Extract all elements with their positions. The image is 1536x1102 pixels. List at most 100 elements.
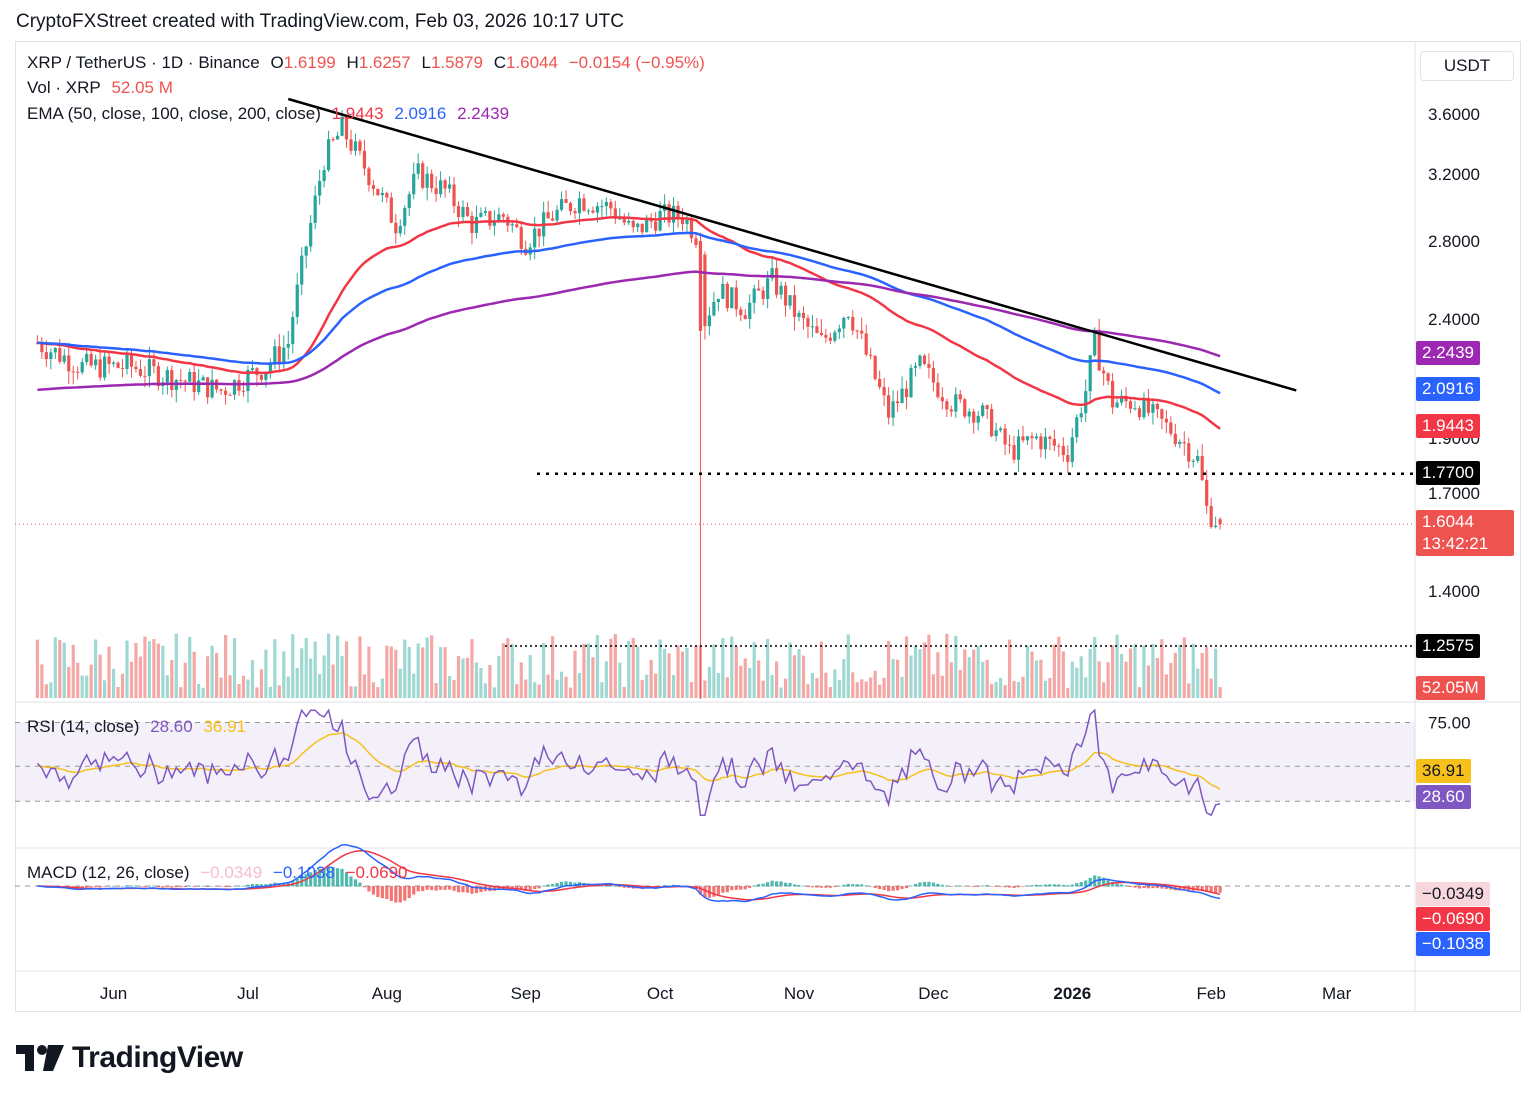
volume-bar: [770, 674, 774, 698]
macd-histogram-bar: [824, 886, 828, 888]
volume-bar: [1218, 687, 1222, 698]
candle-body: [156, 366, 160, 387]
volume-bar: [85, 675, 89, 698]
candle-body: [891, 401, 895, 418]
price-tick-label: 1.4000: [1428, 582, 1480, 601]
macd-histogram-bar: [385, 886, 389, 900]
volume-bar: [488, 664, 492, 698]
macd-histogram-bar: [842, 884, 846, 887]
candle-body: [237, 380, 241, 391]
volume-bar: [349, 686, 353, 698]
volume-bar: [250, 659, 255, 698]
macd-histogram-bar: [703, 886, 707, 898]
candle-body: [851, 316, 855, 331]
macd-histogram-bar: [1218, 886, 1222, 893]
candle-body: [990, 409, 994, 437]
volume-bar: [152, 639, 156, 698]
macd-histogram-bar: [232, 885, 237, 887]
volume-bar: [1178, 645, 1182, 698]
volume-bar: [967, 657, 971, 698]
volume-bar: [340, 656, 344, 698]
volume-bar: [586, 643, 591, 698]
volume-bar: [264, 649, 268, 698]
volume-tag: 52.05M: [1416, 676, 1485, 700]
candle-body: [940, 397, 944, 402]
volume-bar: [170, 659, 174, 698]
candle-body: [277, 346, 281, 363]
volume-bar: [313, 641, 317, 698]
macd-histogram-bar: [165, 886, 169, 887]
macd-histogram-bar: [752, 885, 756, 887]
candle-body: [1007, 444, 1012, 446]
macd-histogram-bar: [698, 886, 703, 895]
volume-bar: [824, 672, 828, 698]
volume-bar: [882, 677, 886, 698]
open-value: 1.6199: [283, 53, 336, 72]
volume-bar: [721, 638, 725, 698]
volume-bar: [833, 669, 837, 698]
volume-bar: [559, 671, 564, 698]
volume-bar: [49, 682, 53, 698]
candle-body: [385, 192, 389, 198]
macd-histogram-bar: [1012, 886, 1016, 889]
volume-bar: [371, 682, 375, 698]
volume-bar: [1119, 654, 1124, 698]
candle-body: [116, 362, 120, 368]
volume-bar: [855, 682, 859, 698]
candle-body: [985, 405, 989, 410]
macd-histogram-bar: [1128, 886, 1133, 888]
candle-body: [344, 116, 349, 140]
candle-body: [389, 197, 393, 223]
volume-bar: [67, 666, 71, 698]
volume-bar: [613, 634, 617, 698]
volume-bar: [286, 676, 290, 698]
macd-histogram-bar: [734, 886, 738, 890]
candle-body: [1146, 397, 1151, 413]
volume-bar: [232, 638, 237, 698]
candle-body: [201, 377, 205, 381]
macd-histogram-bar: [873, 886, 877, 889]
descending-trendline: [287, 97, 1297, 392]
macd-histogram-bar: [922, 881, 927, 887]
macd-histogram-bar: [855, 884, 859, 887]
macd-histogram-bar: [403, 886, 407, 901]
volume-bar: [819, 641, 823, 698]
candle-body: [250, 368, 255, 370]
volume-bar: [1205, 647, 1209, 698]
volume-bar: [421, 647, 425, 698]
candle-body: [963, 399, 967, 417]
tradingview-logo[interactable]: TradingView: [16, 1040, 243, 1076]
candle-body: [1196, 456, 1200, 461]
candle-body: [394, 222, 398, 234]
candle-body: [752, 288, 756, 303]
candle-body: [918, 355, 922, 367]
candle-body: [1084, 391, 1088, 414]
macd-histogram-bar: [810, 886, 815, 888]
volume-bar: [358, 636, 362, 698]
volume-bar: [743, 658, 747, 698]
macd-histogram-bar: [371, 886, 375, 895]
candle-body: [264, 371, 268, 380]
volume-bar: [846, 634, 850, 698]
candle-body: [1003, 428, 1007, 445]
macd-histogram-bar: [223, 886, 228, 887]
time-tick-label: 2026: [1053, 984, 1091, 1003]
macd-histogram-bar: [524, 886, 528, 891]
candle-body: [349, 139, 353, 151]
macd-histogram-bar: [416, 886, 420, 892]
currency-selector[interactable]: USDT: [1420, 51, 1514, 81]
volume-bar: [904, 636, 909, 698]
candle-body: [358, 141, 362, 151]
volume-bar: [1030, 651, 1034, 698]
volume-bar: [622, 686, 626, 698]
macd-histogram-bar: [940, 884, 944, 887]
price-tick-label: 2.4000: [1428, 310, 1480, 329]
macd-histogram-bar: [815, 886, 819, 888]
candle-body: [470, 215, 474, 233]
candle-body: [1025, 436, 1030, 441]
volume-bar: [282, 651, 286, 698]
candle-body: [98, 359, 102, 378]
candle-body: [335, 135, 340, 140]
volume-bar: [80, 675, 84, 698]
